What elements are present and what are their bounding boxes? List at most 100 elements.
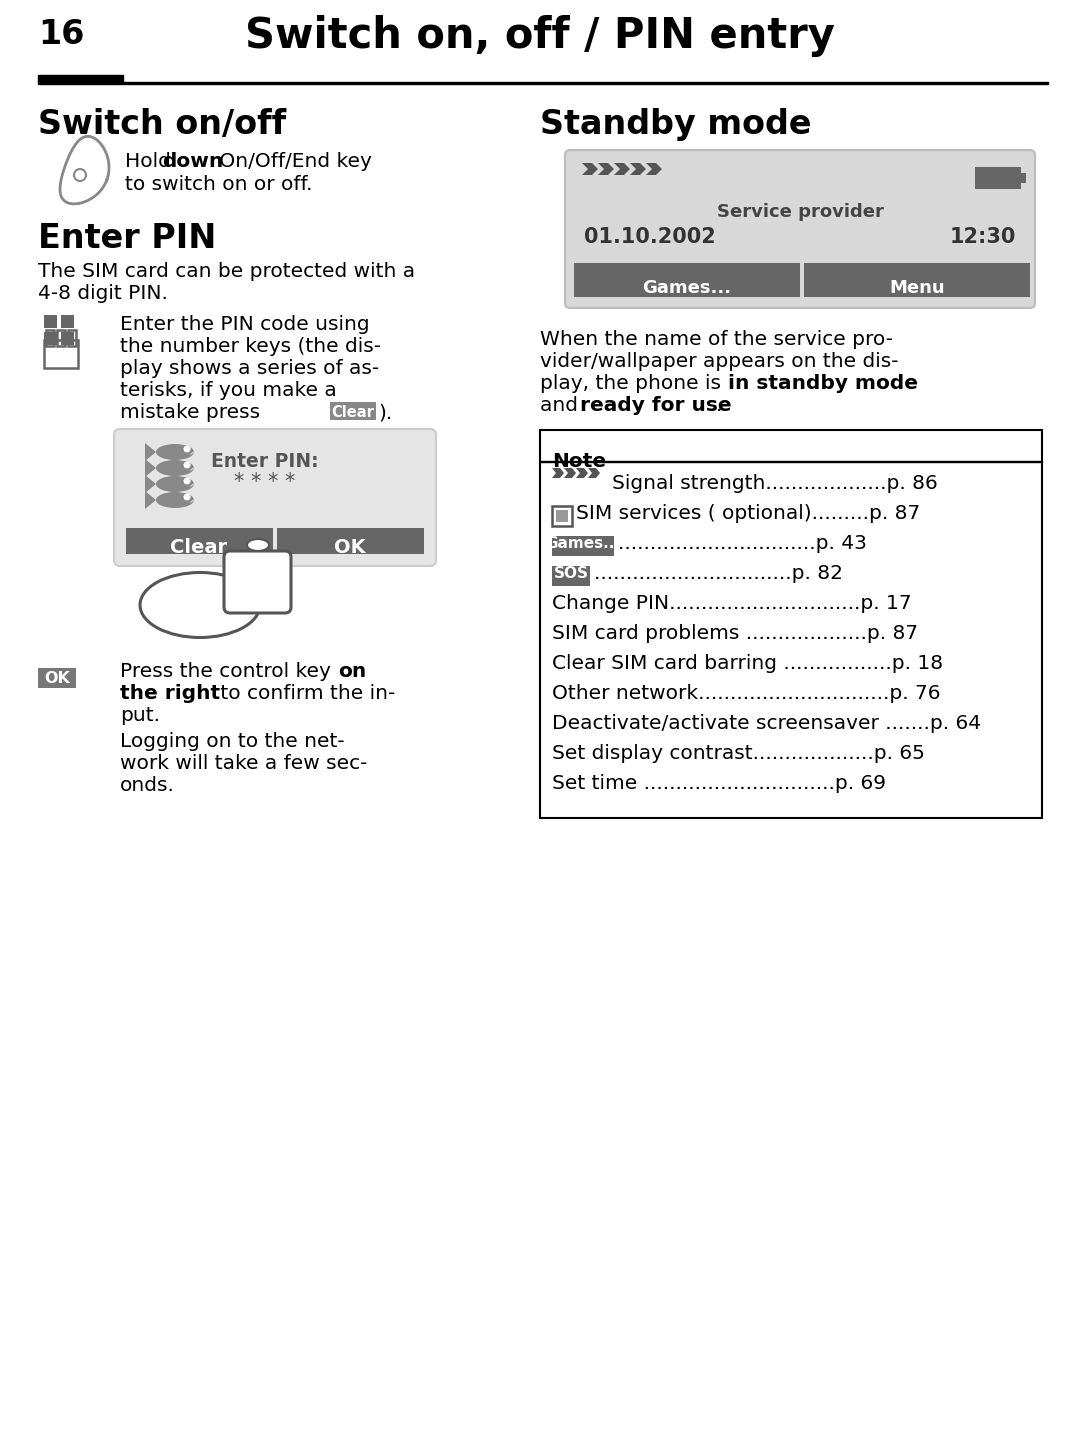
Text: the right: the right	[120, 684, 220, 703]
Text: terisks, if you make a: terisks, if you make a	[120, 382, 337, 400]
Bar	[1021, 173, 1026, 183]
FancyBboxPatch shape	[224, 552, 291, 613]
Circle shape	[184, 493, 190, 500]
Polygon shape	[552, 469, 564, 477]
Bar	[38, 74, 123, 81]
Circle shape	[184, 446, 190, 453]
Bar	[57, 330, 65, 346]
Text: onds.: onds.	[120, 776, 175, 795]
Text: Other network..............................p. 76: Other network...........................…	[552, 684, 941, 703]
Polygon shape	[564, 469, 576, 477]
Circle shape	[184, 462, 190, 469]
Text: Service provider: Service provider	[716, 203, 883, 221]
Text: Change PIN..............................p. 17: Change PIN..............................…	[552, 594, 912, 613]
Bar	[60, 314, 75, 329]
Bar	[975, 167, 1021, 189]
Bar	[552, 566, 590, 586]
Text: mistake press: mistake press	[120, 403, 267, 422]
Text: ...............................p. 82: ...............................p. 82	[594, 564, 843, 583]
FancyBboxPatch shape	[114, 429, 436, 566]
Text: Press the control key: Press the control key	[120, 662, 337, 682]
Text: ...............................p. 43: ...............................p. 43	[618, 534, 867, 553]
Text: Games...: Games...	[545, 536, 621, 552]
Text: Note: Note	[552, 452, 606, 472]
Text: Enter PIN:: Enter PIN:	[212, 452, 319, 472]
Text: on: on	[338, 662, 366, 682]
Text: and: and	[540, 396, 584, 414]
Text: the number keys (the dis-: the number keys (the dis-	[120, 337, 381, 356]
Bar	[540, 430, 1042, 817]
Bar	[68, 330, 76, 346]
Text: .: .	[716, 396, 723, 414]
Text: On/Off/End key: On/Off/End key	[213, 151, 372, 171]
Text: OK: OK	[44, 672, 70, 686]
Text: Signal strength...................p. 86: Signal strength...................p. 86	[612, 474, 937, 493]
Text: Standby mode: Standby mode	[540, 109, 811, 141]
Polygon shape	[145, 492, 156, 509]
Text: OK: OK	[334, 537, 366, 557]
Bar	[276, 527, 424, 554]
Text: 4-8 digit PIN.: 4-8 digit PIN.	[38, 284, 167, 303]
Text: SIM services ( optional).........p. 87: SIM services ( optional).........p. 87	[576, 504, 920, 523]
Text: 01.10.2002: 01.10.2002	[584, 227, 716, 247]
Bar	[38, 81, 1048, 84]
Bar	[330, 402, 376, 420]
Polygon shape	[145, 474, 156, 493]
Text: Hold: Hold	[125, 151, 177, 171]
Text: Switch on, off / PIN entry: Switch on, off / PIN entry	[245, 14, 835, 57]
Text: Switch on/off: Switch on/off	[38, 109, 286, 141]
Polygon shape	[630, 163, 646, 174]
Bar	[556, 510, 568, 522]
Polygon shape	[588, 469, 600, 477]
Polygon shape	[598, 163, 615, 174]
Text: SIM card problems ...................p. 87: SIM card problems ...................p. …	[552, 624, 918, 643]
Text: The SIM card can be protected with a: The SIM card can be protected with a	[38, 262, 415, 282]
Text: vider/wallpaper appears on the dis-: vider/wallpaper appears on the dis-	[540, 352, 899, 372]
Polygon shape	[582, 163, 598, 174]
Text: put.: put.	[120, 706, 160, 725]
Bar	[46, 330, 54, 346]
Polygon shape	[615, 163, 630, 174]
Ellipse shape	[247, 539, 269, 552]
Polygon shape	[145, 459, 156, 477]
Text: to switch on or off.: to switch on or off.	[125, 174, 312, 194]
Text: ).: ).	[378, 403, 392, 422]
Text: 16: 16	[38, 19, 84, 51]
Text: Set display contrast...................p. 65: Set display contrast...................p…	[552, 745, 924, 763]
Text: Set time ..............................p. 69: Set time ..............................p…	[552, 775, 886, 793]
Polygon shape	[646, 163, 662, 174]
Bar	[540, 460, 1042, 462]
Polygon shape	[145, 443, 156, 462]
Text: play, the phone is: play, the phone is	[540, 374, 727, 393]
Bar	[552, 536, 615, 556]
Bar	[38, 667, 76, 687]
Bar	[44, 314, 57, 329]
Bar	[126, 527, 273, 554]
Text: work will take a few sec-: work will take a few sec-	[120, 755, 367, 773]
Text: Logging on to the net-: Logging on to the net-	[120, 732, 345, 752]
Text: * * * *: * * * *	[234, 472, 296, 492]
Text: Enter the PIN code using: Enter the PIN code using	[120, 314, 369, 334]
Bar	[552, 506, 572, 526]
Ellipse shape	[156, 476, 194, 492]
Text: Clear SIM card barring .................p. 18: Clear SIM card barring .................…	[552, 654, 943, 673]
Text: Clear: Clear	[332, 404, 375, 420]
Text: in standby mode: in standby mode	[728, 374, 918, 393]
Text: to confirm the in-: to confirm the in-	[214, 684, 395, 703]
Text: play shows a series of as-: play shows a series of as-	[120, 359, 379, 379]
Ellipse shape	[156, 492, 194, 507]
Text: down: down	[162, 151, 224, 171]
Text: Enter PIN: Enter PIN	[38, 221, 216, 254]
Bar	[573, 263, 800, 297]
Bar	[44, 332, 57, 344]
Ellipse shape	[156, 444, 194, 460]
Text: ready for use: ready for use	[580, 396, 731, 414]
Circle shape	[184, 477, 190, 484]
Text: When the name of the service pro-: When the name of the service pro-	[540, 330, 893, 349]
Ellipse shape	[156, 460, 194, 476]
Text: Games...: Games...	[643, 279, 731, 297]
Bar	[804, 263, 1030, 297]
Text: Clear: Clear	[171, 537, 228, 557]
Polygon shape	[576, 469, 588, 477]
Bar	[60, 332, 75, 344]
